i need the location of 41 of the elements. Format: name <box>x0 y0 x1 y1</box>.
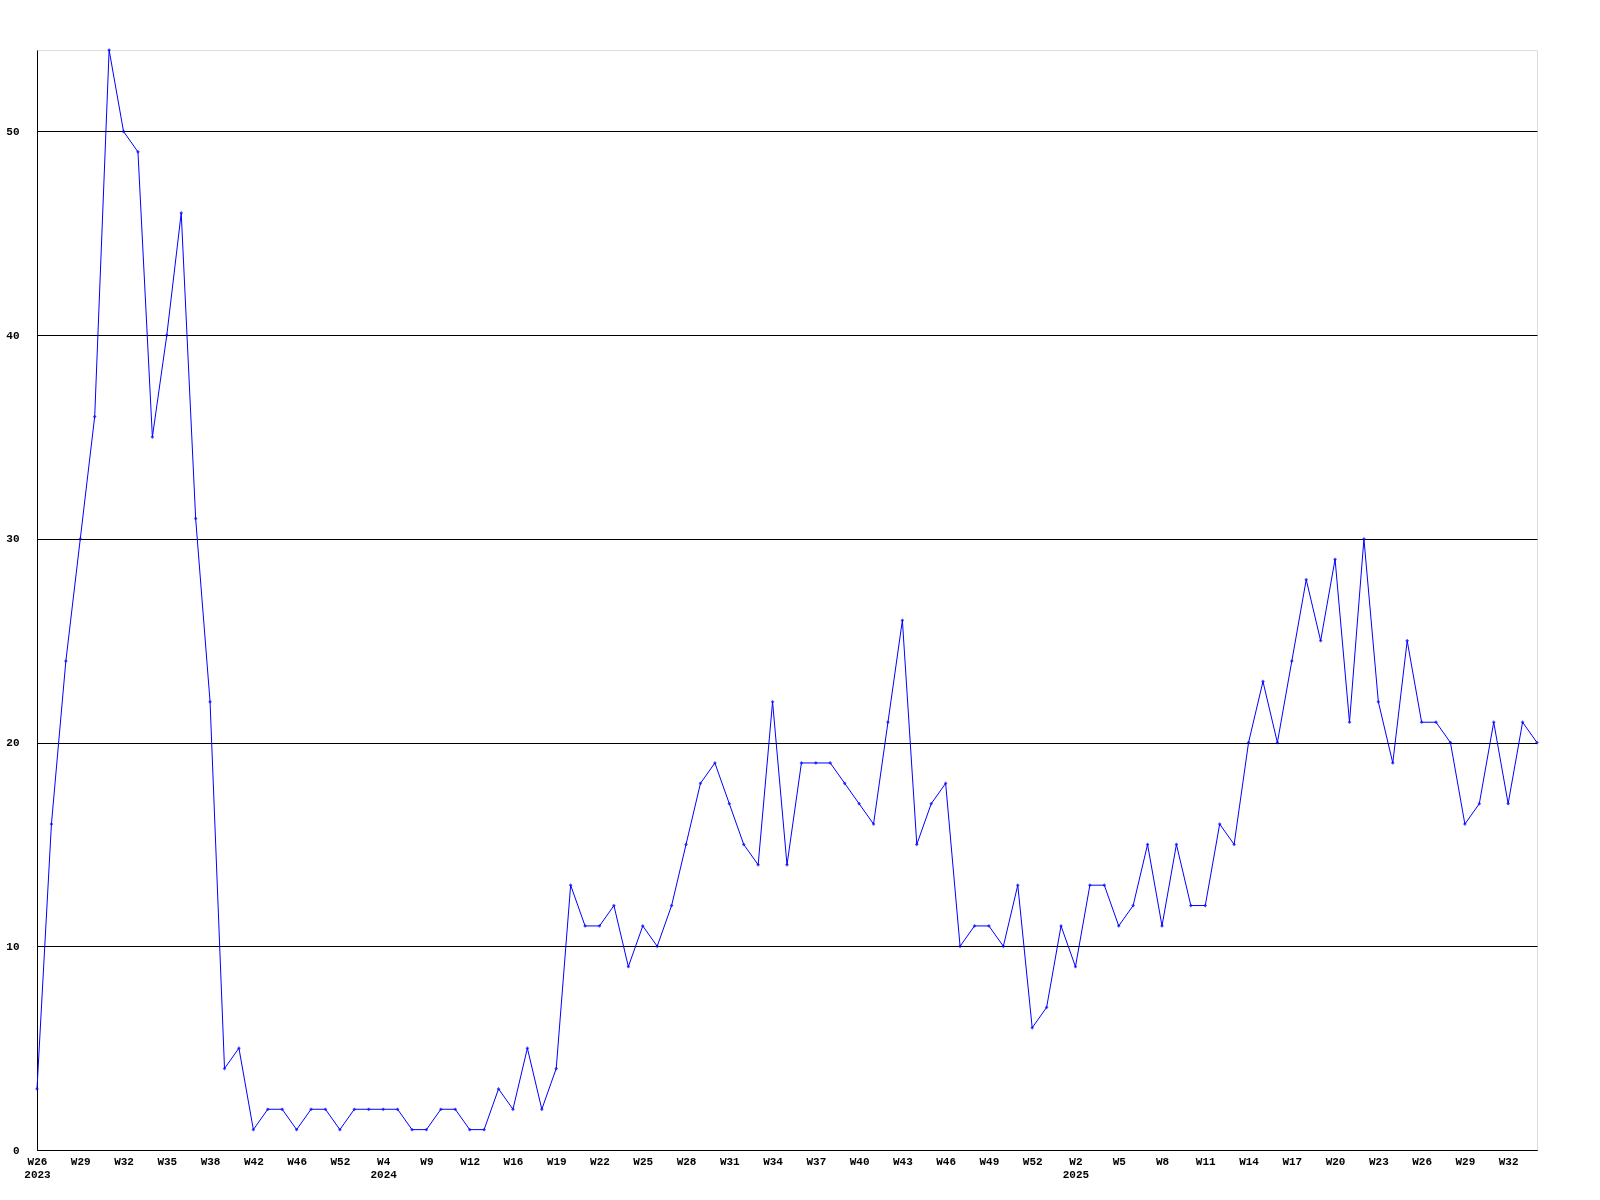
x-tick-label: W23 <box>1368 1155 1390 1168</box>
x-tick-label: W25 <box>633 1155 654 1168</box>
x-tick-label: W49 <box>979 1155 1000 1168</box>
x-tick-label: W37 <box>806 1155 827 1168</box>
x-tick-label: W16 <box>503 1155 524 1168</box>
x-tick-label: W17 <box>1282 1155 1303 1168</box>
x-tick-label: W12 <box>460 1155 481 1168</box>
x-tick-label: W32 <box>114 1155 134 1168</box>
x-tick-label: W38 <box>200 1155 221 1168</box>
x-tick-label: W26 2023 <box>24 1155 52 1181</box>
y-tick-label: 0 <box>12 1144 20 1157</box>
x-tick-label: W52 <box>1022 1155 1043 1168</box>
x-tick-label: W42 <box>243 1155 264 1168</box>
x-tick-label: W43 <box>892 1155 914 1168</box>
x-tick-label: W46 <box>936 1155 957 1168</box>
x-tick-label: W26 <box>1412 1155 1433 1168</box>
x-tick-label: W28 <box>676 1155 697 1168</box>
x-tick-label: W29 <box>1455 1155 1476 1168</box>
x-tick-label: W29 <box>70 1155 91 1168</box>
y-tick-label: 10 <box>6 940 20 953</box>
y-tick-label: 30 <box>6 533 20 546</box>
y-tick-label: 20 <box>6 737 20 750</box>
x-tick-label: W8 <box>1155 1155 1170 1168</box>
x-tick-label: W5 <box>1112 1155 1127 1168</box>
y-tick-label: 40 <box>6 329 20 342</box>
x-tick-label: W22 <box>590 1155 610 1168</box>
x-tick-label: W20 <box>1325 1155 1346 1168</box>
x-tick-label: W34 <box>763 1155 784 1168</box>
x-tick-label: W35 <box>157 1155 178 1168</box>
x-tick-label: W32 <box>1498 1155 1519 1168</box>
x-tick-label: W11 <box>1195 1155 1217 1168</box>
x-tick-label: W9 <box>420 1155 434 1168</box>
x-tick-label: W31 <box>719 1155 741 1168</box>
x-tick-label: W2 2025 <box>1062 1155 1090 1181</box>
x-tick-label: W40 <box>849 1155 870 1168</box>
x-tick-label: W19 <box>546 1155 567 1168</box>
x-tick-label: W52 <box>330 1155 351 1168</box>
x-tick-label: W46 <box>287 1155 308 1168</box>
x-tick-label: W4 2024 <box>370 1155 398 1181</box>
x-tick-label: W14 <box>1239 1155 1260 1168</box>
y-tick-label: 50 <box>6 125 20 138</box>
